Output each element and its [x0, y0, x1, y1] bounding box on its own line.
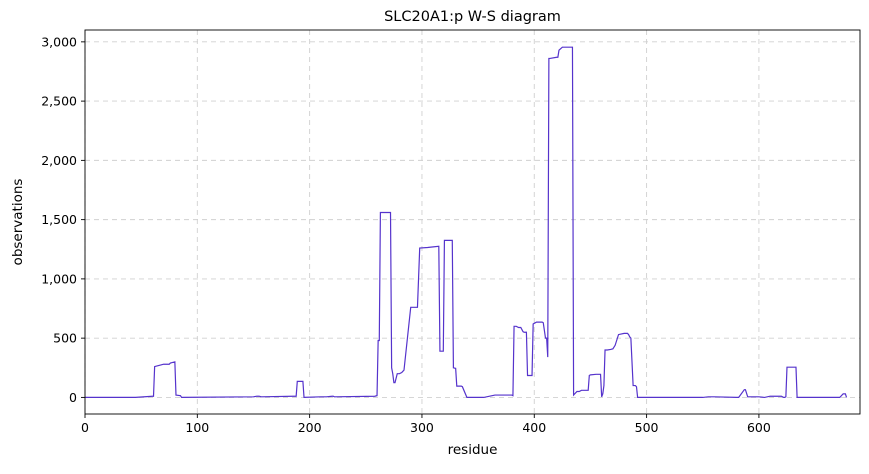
- x-tick-label: 200: [298, 420, 322, 435]
- x-tick-label: 0: [81, 420, 89, 435]
- y-tick-label: 2,500: [41, 94, 77, 109]
- x-axis: 0 100 200 300 400 500 600: [81, 414, 771, 435]
- x-tick-label: 400: [522, 420, 546, 435]
- y-tick-label: 0: [69, 390, 77, 405]
- x-tick-label: 500: [635, 420, 659, 435]
- y-tick-label: 1,000: [41, 271, 77, 286]
- y-axis: 0 500 1,000 1,500 2,000 2,500 3,000: [41, 34, 85, 405]
- y-tick-label: 3,000: [41, 34, 77, 49]
- x-tick-label: 600: [747, 420, 771, 435]
- y-tick-label: 1,500: [41, 212, 77, 227]
- x-tick-label: 300: [410, 420, 434, 435]
- y-tick-label: 2,000: [41, 153, 77, 168]
- y-axis-label: observations: [10, 179, 26, 266]
- chart-title: SLC20A1:p W-S diagram: [384, 9, 561, 25]
- plot-frame: [84, 29, 861, 415]
- y-tick-label: 500: [53, 331, 77, 346]
- grid-layer: [84, 30, 860, 414]
- x-axis-label: residue: [448, 442, 498, 458]
- x-tick-label: 100: [185, 420, 209, 435]
- series-line: [85, 46, 848, 399]
